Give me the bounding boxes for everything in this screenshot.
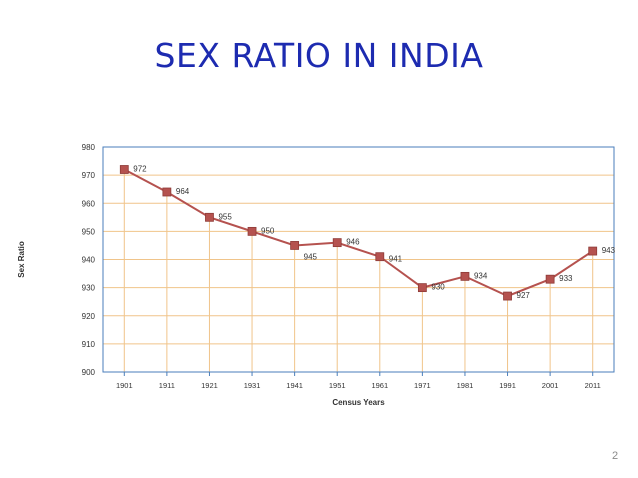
data-label-1921: 955 <box>218 212 232 221</box>
data-point-1931 <box>247 226 257 236</box>
x-tick-label-1991: 1991 <box>499 381 516 390</box>
y-tick-label-960: 960 <box>82 199 96 208</box>
data-label-1911: 964 <box>176 187 190 196</box>
data-label-1941: 945 <box>304 252 318 261</box>
page-number: 2 <box>612 450 619 462</box>
data-label-1991: 927 <box>517 291 531 300</box>
x-tick-label-1951: 1951 <box>329 381 346 390</box>
data-point-1911 <box>162 187 172 197</box>
y-tick-label-980: 980 <box>82 143 96 152</box>
y-axis-title: Sex Ratio <box>17 241 26 278</box>
y-tick-label-920: 920 <box>82 312 96 321</box>
x-tick-label-1961: 1961 <box>371 381 388 390</box>
data-point-1941 <box>290 241 300 250</box>
data-label-2011: 943 <box>602 246 616 255</box>
x-tick-label-1901: 1901 <box>116 381 133 390</box>
x-axis-title: Census Years <box>332 398 385 407</box>
slide-title: SEX RATIO IN INDIA <box>154 36 484 75</box>
x-tick-label-1931: 1931 <box>244 381 261 390</box>
data-point-1901 <box>119 165 129 174</box>
data-label-1951: 946 <box>346 238 360 247</box>
y-tick-label-900: 900 <box>82 368 96 377</box>
data-point-1951 <box>332 238 342 248</box>
data-point-1961 <box>375 252 385 262</box>
data-point-1921 <box>205 212 214 222</box>
y-tick-label-930: 930 <box>82 284 96 293</box>
x-tick-label-1981: 1981 <box>457 381 474 390</box>
y-tick-label-910: 910 <box>82 340 96 349</box>
series-line <box>123 168 594 298</box>
data-label-1901: 972 <box>133 165 147 174</box>
data-point-2011 <box>588 246 598 256</box>
data-label-2001: 933 <box>559 274 573 283</box>
data-label-1981: 934 <box>474 271 488 280</box>
x-tick-label-1941: 1941 <box>286 381 303 390</box>
x-tick-label-2011: 2011 <box>585 381 601 390</box>
plot-area-border <box>102 146 615 373</box>
x-tick-label-2001: 2001 <box>542 381 559 390</box>
x-tick-label-1921: 1921 <box>201 381 218 390</box>
data-label-1971: 930 <box>431 283 445 292</box>
data-point-1981 <box>460 271 470 281</box>
x-tick-label-1911: 1911 <box>159 381 175 390</box>
x-tick-label-1971: 1971 <box>414 381 431 390</box>
data-point-2001 <box>545 274 555 284</box>
y-tick-label-950: 950 <box>82 227 96 236</box>
data-label-1931: 950 <box>261 226 275 235</box>
y-tick-label-940: 940 <box>82 256 96 265</box>
y-tick-label-970: 970 <box>82 171 96 180</box>
data-point-1971 <box>417 283 427 293</box>
data-label-1961: 941 <box>389 255 403 264</box>
data-point-1991 <box>503 291 512 301</box>
